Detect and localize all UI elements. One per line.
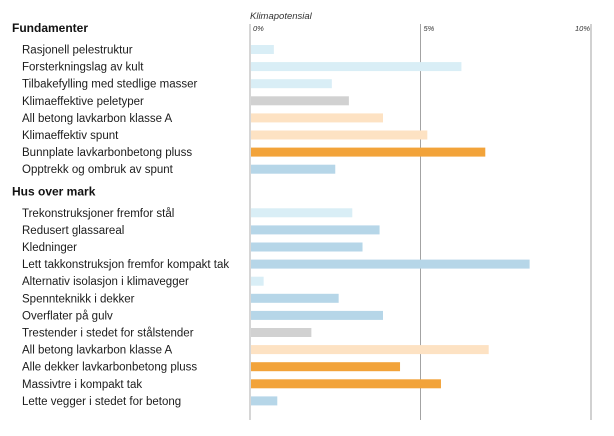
bar	[251, 113, 383, 123]
bar	[251, 259, 530, 269]
bar	[251, 96, 349, 106]
category-label: Opptrekk og ombruk av spunt	[22, 164, 174, 176]
category-label: Trestender i stedet for stålstender	[22, 328, 194, 340]
category-label: Lette vegger i stedet for betong	[22, 396, 181, 408]
category-label: Spennteknikk i dekker	[22, 293, 135, 305]
bar	[251, 208, 353, 218]
category-label: Forsterkningslag av kult	[22, 62, 144, 74]
bar	[251, 379, 441, 389]
bar	[251, 130, 428, 140]
category-label: All betong lavkarbon klasse A	[22, 113, 173, 125]
bar	[251, 147, 486, 157]
group-header: Hus over mark	[12, 184, 96, 198]
tick-label: 5%	[424, 24, 435, 33]
category-label: Tilbakefylling med stedlige masser	[22, 79, 198, 91]
bar	[251, 276, 264, 286]
bar	[251, 62, 462, 72]
category-label: Overflater på gulv	[22, 310, 113, 322]
bar	[251, 328, 312, 337]
bar	[251, 345, 489, 355]
group-header: Fundamenter	[12, 21, 88, 35]
category-label: Lett takkonstruksjon fremfor kompakt tak	[22, 259, 229, 271]
bar	[251, 310, 383, 320]
category-label: Kledninger	[22, 242, 77, 254]
category-label: All betong lavkarbon klasse A	[22, 345, 173, 357]
bar	[251, 164, 336, 174]
category-label: Alle dekker lavkarbonbetong pluss	[22, 362, 197, 374]
tick-label: 10%	[575, 24, 590, 33]
category-label: Alternativ isolasjon i klimavegger	[22, 276, 189, 288]
bar	[251, 293, 339, 303]
category-label: Trekonstruksjoner fremfor stål	[22, 208, 174, 220]
category-label: Klimaeffektiv spunt	[22, 130, 119, 142]
bar	[251, 79, 332, 89]
category-label: Redusert glassareal	[22, 225, 124, 237]
category-label: Rasjonell pelestruktur	[22, 45, 133, 57]
category-label: Klimaeffektive peletyper	[22, 96, 144, 108]
x-axis-title: Klimapotensial	[250, 11, 313, 22]
category-label: Bunnplate lavkarbonbetong pluss	[22, 147, 192, 159]
category-label: Massivtre i kompakt tak	[22, 379, 142, 391]
bar	[251, 242, 363, 252]
tick-label: 0%	[253, 24, 264, 33]
bar	[251, 396, 278, 406]
bar	[251, 225, 380, 235]
bar	[251, 45, 274, 54]
bar	[251, 362, 401, 372]
